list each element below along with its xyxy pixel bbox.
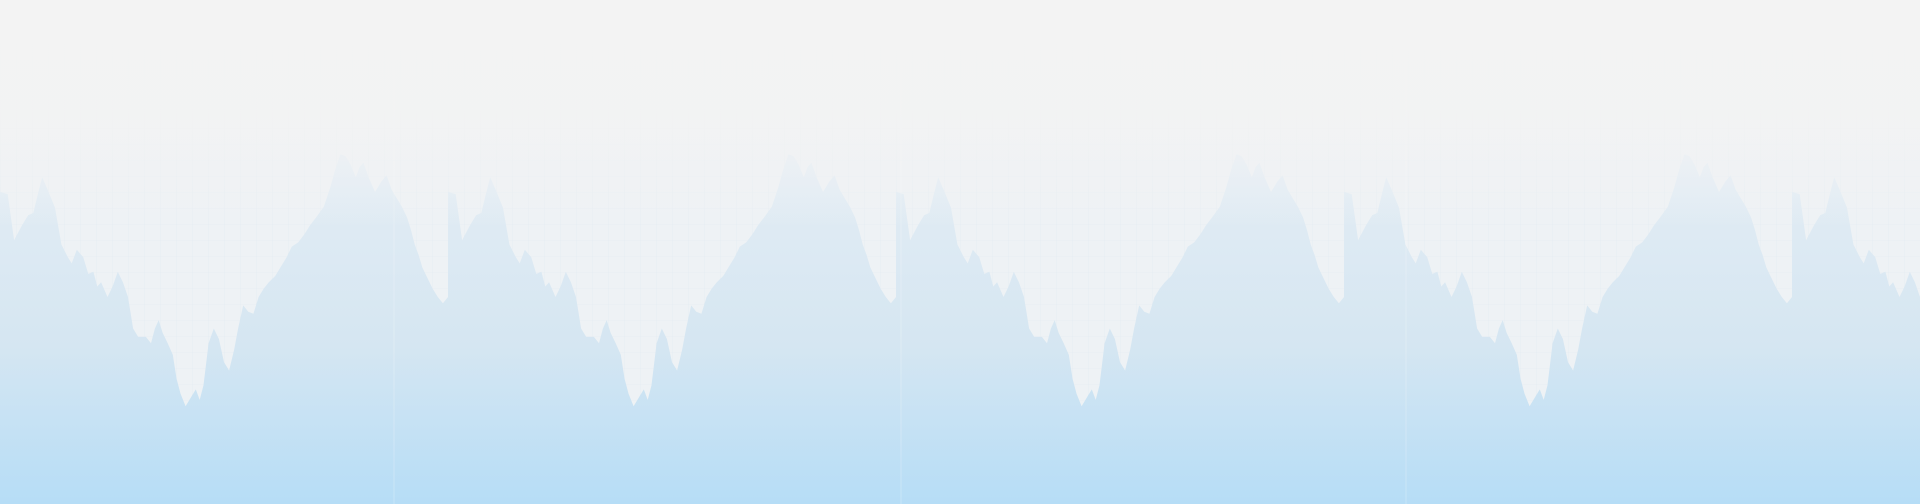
top-fade (0, 0, 1920, 504)
mountain-silhouette-illustration (0, 0, 1920, 504)
background-graphic (0, 0, 1920, 504)
